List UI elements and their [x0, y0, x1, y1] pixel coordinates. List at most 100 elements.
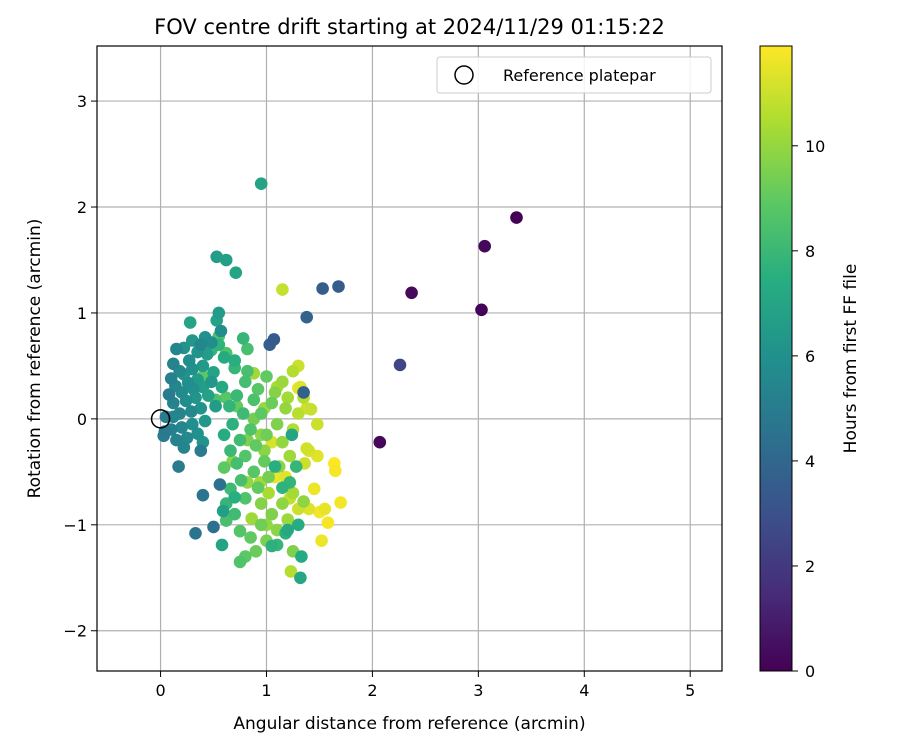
colorbar-tick-label: 2 [805, 557, 815, 576]
data-point [315, 534, 328, 547]
data-point [249, 439, 263, 452]
data-point [289, 460, 303, 473]
data-point [276, 435, 289, 449]
data-point [210, 250, 223, 264]
data-point [216, 504, 230, 518]
data-point [241, 342, 254, 356]
data-points [157, 177, 523, 585]
data-point [173, 407, 186, 420]
plot-area-frame [96, 45, 723, 672]
data-point [189, 527, 202, 540]
data-point [175, 421, 188, 434]
data-point [254, 497, 268, 510]
data-point [196, 488, 210, 502]
data-point [198, 414, 212, 428]
data-point [292, 407, 305, 420]
data-point [172, 460, 185, 473]
data-point [180, 431, 194, 445]
data-point [164, 372, 178, 385]
data-point [284, 565, 298, 578]
data-point [205, 375, 218, 389]
data-point [207, 366, 220, 379]
data-point [276, 283, 289, 296]
data-point [276, 497, 289, 510]
data-point [262, 486, 275, 500]
data-point [283, 449, 297, 463]
data-point [373, 435, 387, 449]
data-point [233, 433, 247, 447]
data-point [405, 286, 418, 300]
data-point [209, 399, 222, 413]
data-point [181, 376, 195, 390]
data-point [219, 253, 233, 267]
reference-marker [150, 409, 171, 429]
data-point [162, 388, 176, 401]
data-point [281, 391, 295, 405]
y-axis-label: Rotation from reference (arcmin) [25, 219, 45, 499]
data-point [286, 486, 300, 500]
data-point [236, 332, 250, 345]
data-point [311, 417, 324, 431]
data-point [249, 545, 263, 558]
data-point [233, 524, 247, 538]
colorbar-ticks: 0 2 4 6 8 10 [792, 137, 825, 681]
data-point [191, 427, 204, 441]
data-point [215, 538, 229, 552]
data-point [510, 211, 523, 224]
data-point [279, 402, 292, 415]
legend-label: Reference platepar [503, 66, 656, 85]
data-point [265, 396, 279, 410]
data-point [224, 444, 237, 458]
data-point [321, 516, 335, 529]
data-point [191, 373, 204, 387]
x-axis-label: Angular distance from reference (arcmin) [233, 714, 585, 734]
data-point [276, 375, 289, 389]
data-point [254, 177, 268, 190]
data-point [239, 375, 252, 389]
data-point [276, 481, 289, 495]
data-point [265, 539, 279, 553]
data-point [300, 310, 314, 324]
data-point [215, 380, 229, 394]
data-point [194, 402, 208, 415]
colorbar-label: Hours from first FF file [841, 264, 861, 454]
colorbar [759, 45, 793, 672]
data-point [223, 399, 236, 413]
y-tick-label: 2 [77, 198, 87, 217]
data-point [329, 464, 342, 478]
data-point [307, 482, 321, 496]
data-point [260, 428, 273, 442]
data-point [332, 280, 345, 293]
data-point [295, 550, 308, 563]
data-point [270, 417, 284, 431]
data-point [229, 266, 243, 280]
data-point [281, 523, 295, 537]
legend-marker-icon [454, 65, 474, 85]
x-tick-label: 2 [367, 681, 377, 700]
data-point [194, 338, 208, 352]
data-point [268, 386, 282, 399]
data-point [167, 357, 180, 371]
data-point [286, 364, 300, 378]
data-point [236, 407, 250, 420]
data-point [194, 444, 208, 458]
data-point [251, 481, 265, 495]
data-point [318, 502, 332, 516]
data-point [265, 507, 279, 521]
y-tick-label: −2 [63, 622, 87, 641]
colorbar-tick-label: 4 [805, 452, 815, 471]
data-point [207, 520, 220, 534]
data-point [217, 461, 231, 474]
data-point [183, 316, 197, 329]
data-point [297, 495, 310, 508]
data-point [233, 555, 247, 569]
colorbar-tick-label: 0 [805, 662, 815, 681]
data-point [475, 303, 488, 317]
data-point [247, 393, 261, 407]
legend: Reference platepar [436, 56, 712, 94]
data-point [228, 354, 241, 367]
x-axis-ticks: 0 1 2 3 4 5 [155, 671, 695, 700]
x-tick-label: 3 [473, 681, 483, 700]
grid-lines [97, 46, 722, 671]
x-tick-label: 1 [261, 681, 271, 700]
